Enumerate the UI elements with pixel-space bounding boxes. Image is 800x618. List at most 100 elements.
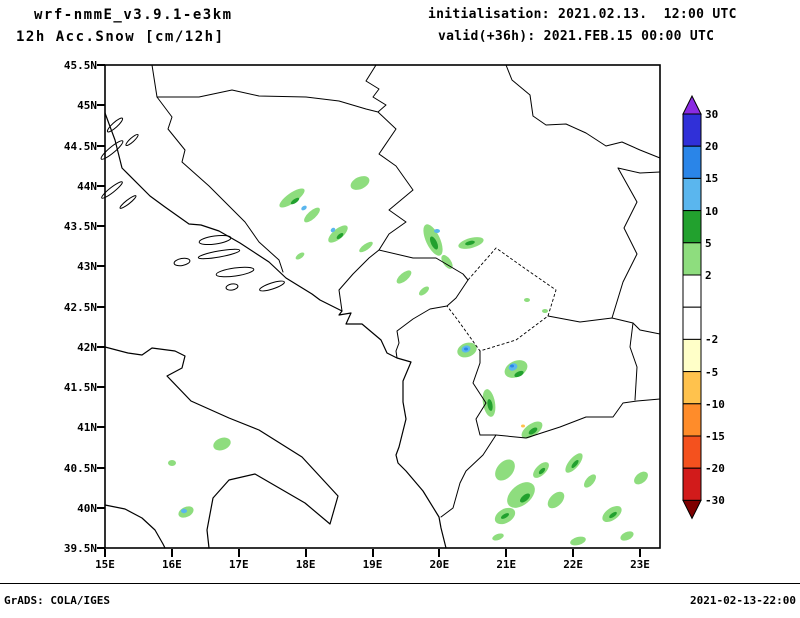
colorbar-tick-label: 2 bbox=[705, 269, 712, 282]
y-axis-tick bbox=[97, 426, 105, 429]
colorbar-tick-label: 15 bbox=[705, 172, 719, 186]
product-title: 12h Acc.Snow [cm/12h] bbox=[16, 29, 225, 45]
y-axis-tick bbox=[97, 265, 105, 268]
init-time-label: initialisation: 2021.02.13. 12:00 UTC bbox=[428, 7, 737, 22]
border-macedonia-bulgaria bbox=[629, 322, 638, 401]
island-outline bbox=[197, 248, 241, 260]
y-axis-label: 40.5N bbox=[63, 461, 97, 475]
island-outline bbox=[215, 266, 255, 278]
border-albania-greece bbox=[440, 434, 497, 518]
y-axis-tick bbox=[97, 104, 105, 107]
border-serbia-macedonia bbox=[547, 315, 661, 335]
x-axis-tick bbox=[505, 549, 508, 557]
colorbar-segment bbox=[682, 306, 702, 340]
y-axis-label: 40N bbox=[77, 501, 97, 515]
y-axis-label: 41.5N bbox=[63, 381, 97, 394]
x-axis-tick bbox=[639, 549, 641, 557]
footer-divider bbox=[0, 583, 800, 584]
x-axis-tick bbox=[371, 549, 374, 557]
colorbar-segment bbox=[682, 210, 702, 244]
grads-credit: GrADS: COLA/IGES bbox=[4, 594, 110, 607]
border-montenegro-kosovo bbox=[446, 279, 469, 307]
y-axis-tick bbox=[97, 305, 105, 308]
colorbar-segment bbox=[682, 94, 702, 115]
colorbar-tick-label: -2 bbox=[705, 333, 719, 347]
colorbar-segment bbox=[682, 499, 702, 520]
border-croatia-bosnia-west bbox=[151, 64, 284, 273]
border-bosnia-croatia-sava bbox=[156, 89, 379, 113]
island-outline bbox=[100, 140, 124, 160]
border-macedonia-greece bbox=[495, 398, 661, 439]
creation-timestamp: 2021-02-13-22:00 bbox=[690, 594, 796, 607]
x-axis-tick bbox=[438, 549, 441, 557]
border-albania-macedonia bbox=[472, 350, 497, 436]
x-axis-label: 23E bbox=[630, 558, 650, 571]
borders-layer bbox=[151, 64, 661, 518]
y-axis-tick bbox=[97, 547, 105, 549]
border-montenegro-albania bbox=[395, 305, 448, 359]
x-axis-tick bbox=[170, 549, 173, 557]
y-axis-label: 41N bbox=[77, 421, 97, 435]
colorbar-segment bbox=[682, 338, 702, 373]
colorbar-tick-label: 5 bbox=[705, 236, 712, 250]
x-axis-label: 17E bbox=[228, 558, 249, 571]
colorbar-segment bbox=[682, 274, 702, 308]
y-axis-label: 39.5N bbox=[63, 542, 97, 555]
y-axis-label: 44N bbox=[77, 179, 97, 193]
y-axis-label: 45N bbox=[77, 99, 97, 113]
colorbar-tick-label: -10 bbox=[705, 397, 725, 411]
colorbar-segment bbox=[682, 177, 702, 212]
y-axis-label: 43.5N bbox=[63, 220, 97, 233]
island-outline bbox=[125, 133, 139, 147]
colorbar-segment bbox=[682, 145, 702, 179]
border-bosnia-montenegro bbox=[338, 249, 380, 312]
island-outline bbox=[101, 181, 123, 199]
x-axis-tick bbox=[572, 549, 575, 557]
model-title: wrf-nmmE_v3.9.1-e3km bbox=[34, 7, 233, 23]
colorbar-tick-label: 20 bbox=[705, 140, 719, 154]
y-axis-label: 42.5N bbox=[63, 300, 97, 314]
colorbar bbox=[682, 94, 702, 520]
border-serbia-montenegro bbox=[378, 249, 469, 281]
island-outline bbox=[119, 195, 137, 209]
y-axis-label: 43N bbox=[77, 260, 97, 274]
colorbar-segment bbox=[682, 371, 702, 405]
x-axis-tick bbox=[237, 549, 240, 557]
y-axis-tick bbox=[97, 225, 105, 227]
border-bosnia-serbia-drina bbox=[377, 111, 414, 251]
y-axis-tick bbox=[97, 386, 105, 388]
x-axis-label: 21E bbox=[496, 558, 517, 571]
island-outline bbox=[259, 280, 285, 292]
valid-time-label: valid(+36h): 2021.FEB.15 00:00 UTC bbox=[438, 29, 715, 44]
colorbar-segment bbox=[682, 467, 702, 501]
y-axis-tick bbox=[97, 144, 105, 147]
coastline-italy-tyrrhenian bbox=[104, 504, 166, 549]
y-axis-tick bbox=[97, 506, 105, 509]
y-axis-tick bbox=[97, 466, 105, 469]
coastline-layer bbox=[104, 112, 447, 549]
coastline-adriatic-east bbox=[104, 112, 447, 549]
x-axis-label: 18E bbox=[295, 558, 316, 571]
x-axis-label: 16E bbox=[161, 558, 182, 571]
islands-layer bbox=[100, 117, 285, 292]
colorbar-tick-label: -15 bbox=[705, 430, 725, 443]
colorbar-tick-label: 30 bbox=[705, 108, 719, 121]
border-croatia-serbia-danube bbox=[365, 64, 387, 113]
y-axis-tick bbox=[97, 184, 105, 187]
plot-frame bbox=[104, 64, 661, 549]
border-kosovo-ring bbox=[446, 247, 557, 352]
y-axis-label: 42N bbox=[77, 340, 97, 354]
coastline-italy-adriatic bbox=[104, 346, 339, 549]
y-axis-label: 44.5N bbox=[63, 139, 97, 153]
colorbar-segment bbox=[682, 435, 702, 469]
colorbar-segment bbox=[682, 242, 702, 276]
colorbar-tick-label: 10 bbox=[705, 204, 719, 218]
colorbar-segment bbox=[682, 113, 702, 147]
x-axis-label: 19E bbox=[362, 558, 383, 571]
border-serbia-bulgaria bbox=[611, 167, 638, 319]
border-danube-east bbox=[617, 167, 661, 174]
colorbar-tick-label: -5 bbox=[705, 365, 719, 379]
colorbar-tick-label: -30 bbox=[705, 494, 725, 508]
